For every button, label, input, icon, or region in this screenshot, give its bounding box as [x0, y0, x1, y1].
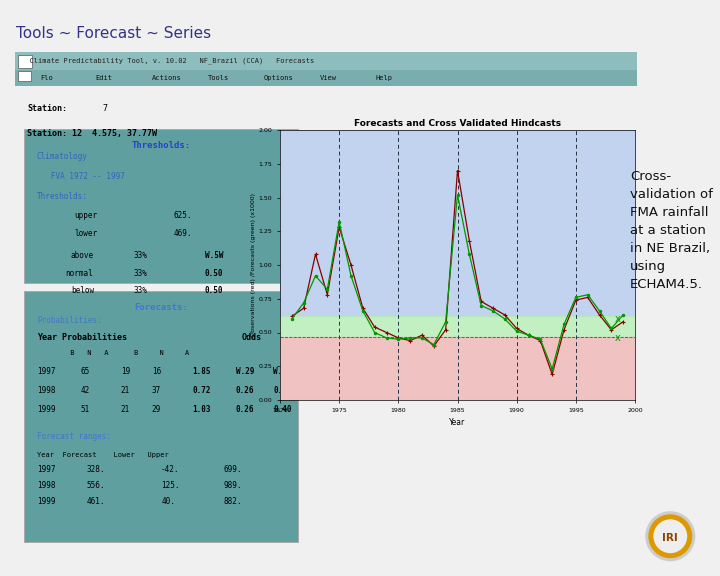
Text: Odds: Odds [242, 334, 262, 342]
Text: Flo: Flo [40, 75, 53, 81]
Text: 7: 7 [102, 104, 107, 113]
Text: View: View [320, 75, 337, 81]
Bar [24, 290, 298, 541]
Text: 882.: 882. [223, 497, 242, 506]
Text: Climatology: Climatology [37, 152, 88, 161]
Text: 125.: 125. [161, 482, 180, 490]
Text: 699.: 699. [223, 465, 242, 475]
X-axis label: Year: Year [449, 418, 466, 427]
Text: Cross-
validation of
FMA rainfall
at a station
in NE Brazil,
using
ECHAM4.5.: Cross- validation of FMA rainfall at a s… [630, 170, 713, 291]
Text: 469.: 469. [174, 229, 192, 238]
Circle shape [654, 520, 687, 552]
Text: Station:: Station: [27, 104, 68, 113]
Text: 1997: 1997 [37, 465, 55, 475]
Text: Climate Predictability Tool, v. 10.02   NF_Brazil (CCA)   Forecasts: Climate Predictability Tool, v. 10.02 NF… [21, 58, 315, 65]
Title: Forecasts and Cross Validated Hindcasts: Forecasts and Cross Validated Hindcasts [354, 119, 561, 128]
Text: 1.85: 1.85 [192, 367, 211, 376]
Text: 21: 21 [121, 386, 130, 395]
Text: 0.26: 0.26 [236, 386, 254, 395]
Text: 1999: 1999 [37, 405, 55, 414]
Bar [280, 316, 635, 337]
Text: lower: lower [74, 229, 97, 238]
Text: 625.: 625. [174, 211, 192, 221]
Text: 1.03: 1.03 [192, 405, 211, 414]
Text: W.29: W.29 [236, 367, 254, 376]
Text: 33%: 33% [133, 286, 147, 295]
Text: x: x [614, 314, 620, 324]
Text: 33%: 33% [133, 268, 147, 278]
Text: Thresholds:: Thresholds: [132, 142, 191, 150]
Text: 0.72: 0.72 [192, 386, 211, 395]
Text: Options: Options [264, 75, 294, 81]
Text: Thresholds:: Thresholds: [37, 192, 88, 200]
Text: 328.: 328. [86, 465, 105, 475]
Text: Edit: Edit [96, 75, 113, 81]
Text: Actions: Actions [152, 75, 181, 81]
Text: 1999: 1999 [37, 497, 55, 506]
Text: 0.50: 0.50 [204, 286, 223, 295]
Bar [15, 52, 637, 70]
Bar [280, 130, 635, 316]
Text: 37: 37 [152, 386, 161, 395]
Text: 1998: 1998 [37, 482, 55, 490]
Text: 51: 51 [81, 405, 89, 414]
Text: Forecasts:: Forecasts: [135, 303, 188, 312]
Text: FVA 1972 -- 1997: FVA 1972 -- 1997 [37, 172, 125, 181]
Text: 0.40: 0.40 [273, 405, 292, 414]
Text: Forecast ranges:: Forecast ranges: [37, 432, 111, 441]
Text: upper: upper [74, 211, 97, 221]
Text: B   N   A      B     N     A: B N A B N A [49, 350, 189, 356]
Circle shape [646, 512, 695, 560]
Text: Tools ~ Forecast ~ Series: Tools ~ Forecast ~ Series [16, 26, 211, 41]
Text: Year  Forecast    Lower   Upper: Year Forecast Lower Upper [37, 452, 168, 457]
Text: 65: 65 [81, 367, 89, 376]
Text: 19: 19 [121, 367, 130, 376]
Text: x: x [614, 333, 620, 343]
Text: 16: 16 [152, 367, 161, 376]
Text: below: below [71, 286, 94, 295]
Text: normal: normal [65, 268, 92, 278]
Text: Help: Help [376, 75, 393, 81]
Text: Probabilities:: Probabilities: [37, 316, 102, 325]
Text: 21: 21 [121, 405, 130, 414]
Text: 0.59: 0.59 [273, 386, 292, 395]
Text: 42: 42 [81, 386, 89, 395]
Text: 1997: 1997 [37, 367, 55, 376]
Text: 29: 29 [152, 405, 161, 414]
Bar [280, 337, 635, 400]
Text: -42.: -42. [161, 465, 180, 475]
Text: 1998: 1998 [37, 386, 55, 395]
Text: Station: 12  4.575, 37.77W: Station: 12 4.575, 37.77W [27, 128, 158, 138]
Text: Tools: Tools [208, 75, 229, 81]
Bar [24, 129, 298, 283]
Text: above: above [71, 251, 94, 260]
Text: Year Probabilities: Year Probabilities [37, 334, 127, 342]
Text: 40.: 40. [161, 497, 175, 506]
Text: 0.26: 0.26 [236, 405, 254, 414]
Text: 989.: 989. [223, 482, 242, 490]
Bar [18, 71, 30, 81]
Bar [15, 70, 637, 86]
Text: 556.: 556. [86, 482, 105, 490]
Circle shape [649, 515, 692, 558]
Bar [18, 55, 32, 67]
Text: 461.: 461. [86, 497, 105, 506]
Text: W.19: W.19 [273, 367, 292, 376]
Text: W.5W: W.5W [204, 251, 223, 260]
Text: 0.50: 0.50 [204, 268, 223, 278]
Text: IRI: IRI [662, 533, 678, 543]
Text: 33%: 33% [133, 251, 147, 260]
Y-axis label: Observations (red) /Forecasts (green) (x1000): Observations (red) /Forecasts (green) (x… [251, 193, 256, 337]
